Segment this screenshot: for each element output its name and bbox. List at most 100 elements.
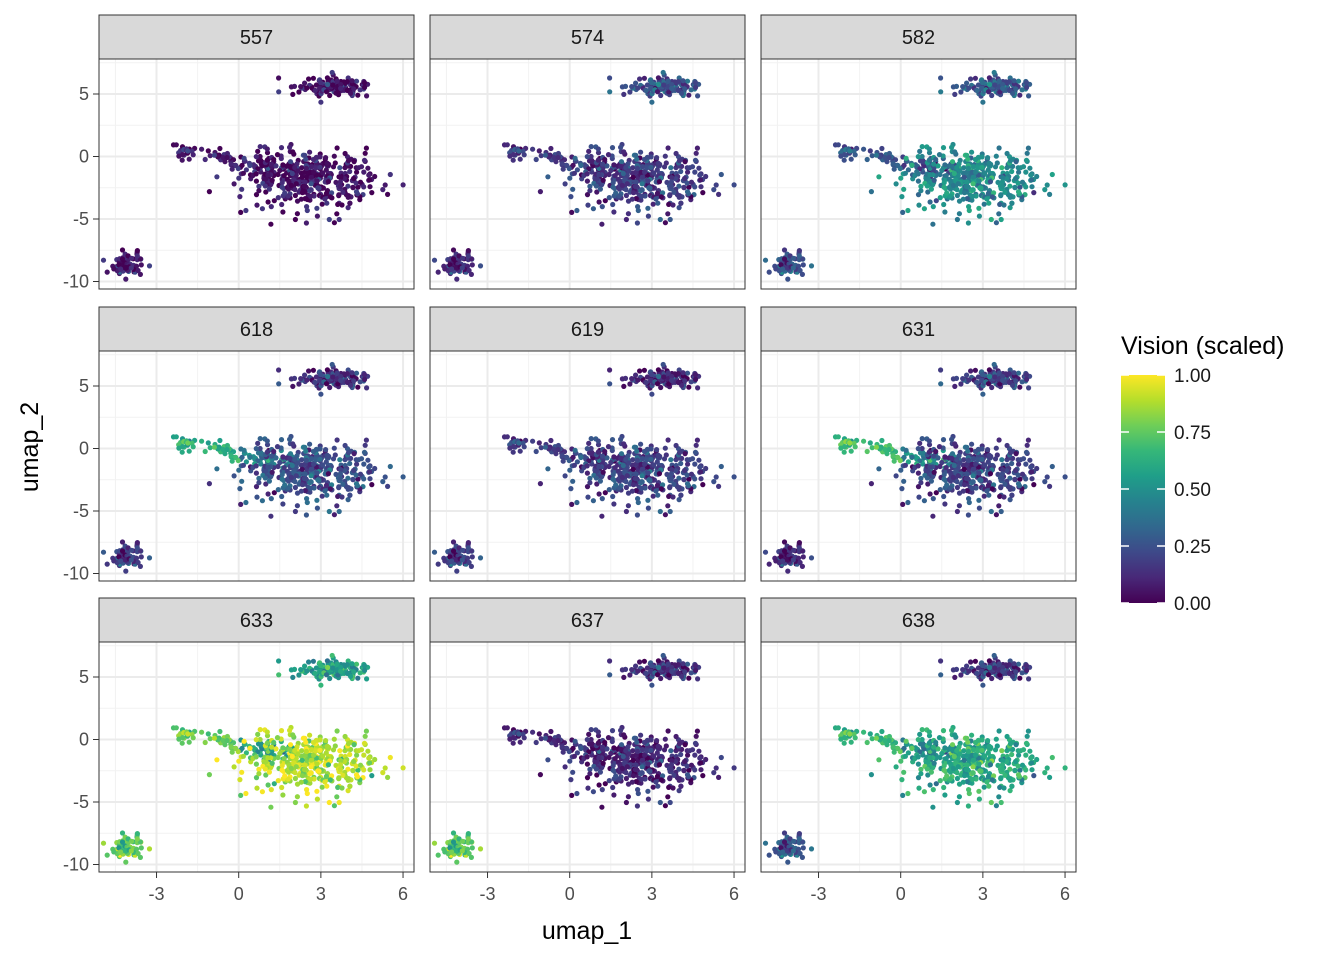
scatter-point xyxy=(556,447,561,452)
scatter-point xyxy=(639,486,644,491)
scatter-point xyxy=(621,384,626,389)
scatter-point xyxy=(629,376,634,381)
scatter-point xyxy=(214,174,219,179)
scatter-point xyxy=(638,150,643,155)
scatter-point xyxy=(318,80,323,85)
scatter-point xyxy=(686,93,691,98)
scatter-point xyxy=(966,512,971,517)
scatter-point xyxy=(695,438,700,443)
scatter-point xyxy=(1026,93,1031,98)
scatter-point xyxy=(938,381,943,386)
scatter-point xyxy=(690,456,695,461)
scatter-point xyxy=(1014,159,1019,164)
scatter-point xyxy=(865,157,870,162)
scatter-point xyxy=(347,201,352,206)
scatter-point xyxy=(271,157,276,162)
scatter-point xyxy=(976,206,981,211)
scatter-point xyxy=(952,149,957,154)
scatter-point xyxy=(330,653,335,658)
scatter-point xyxy=(362,450,367,455)
scatter-point xyxy=(325,161,330,166)
scatter-point xyxy=(266,782,271,787)
scatter-point xyxy=(118,849,123,854)
scatter-point xyxy=(941,202,946,207)
scatter-point xyxy=(120,830,125,835)
scatter-point xyxy=(657,471,662,476)
scatter-point xyxy=(868,440,873,445)
scatter-point xyxy=(635,496,640,501)
scatter-point xyxy=(332,446,337,451)
scatter-point xyxy=(338,669,343,674)
facet-strip-label: 557 xyxy=(240,27,273,49)
scatter-point xyxy=(666,437,671,442)
scatter-point xyxy=(573,448,578,453)
scatter-point xyxy=(282,482,287,487)
scatter-point xyxy=(325,665,330,670)
scatter-point xyxy=(797,545,802,550)
scatter-point xyxy=(596,464,601,469)
scatter-point xyxy=(187,157,192,162)
scatter-point xyxy=(351,759,356,764)
scatter-point xyxy=(656,75,661,80)
scatter-point xyxy=(620,183,625,188)
scatter-point xyxy=(670,202,675,207)
scatter-point xyxy=(282,773,287,778)
scatter-point xyxy=(505,142,510,147)
scatter-point xyxy=(316,478,321,483)
scatter-point xyxy=(625,453,630,458)
scatter-point xyxy=(254,495,259,500)
scatter-point xyxy=(613,190,618,195)
scatter-point xyxy=(388,172,393,177)
scatter-point xyxy=(364,729,369,734)
facet-panel-574: 574 xyxy=(430,15,745,289)
scatter-point xyxy=(307,150,312,155)
scatter-point xyxy=(987,453,992,458)
scatter-point xyxy=(958,381,963,386)
scatter-point xyxy=(294,453,299,458)
scatter-point xyxy=(460,548,465,553)
scatter-point xyxy=(797,253,802,258)
scatter-point xyxy=(335,145,340,150)
scatter-point xyxy=(320,494,325,499)
scatter-point xyxy=(449,558,454,563)
scatter-point xyxy=(314,498,319,503)
scatter-point xyxy=(639,187,644,192)
scatter-point xyxy=(611,209,616,214)
scatter-point xyxy=(847,440,852,445)
scatter-point xyxy=(199,147,204,152)
scatter-point xyxy=(354,79,359,84)
scatter-point xyxy=(951,84,956,89)
scatter-point xyxy=(601,178,606,183)
scatter-point xyxy=(530,439,535,444)
scatter-point xyxy=(323,738,328,743)
scatter-point xyxy=(719,464,724,469)
scatter-point xyxy=(629,84,634,89)
scatter-point xyxy=(442,558,447,563)
scatter-point xyxy=(646,178,651,183)
scatter-point xyxy=(367,767,372,772)
scatter-point xyxy=(320,753,325,758)
scatter-point xyxy=(212,153,217,158)
scatter-point xyxy=(534,449,539,454)
facet-strip-label: 633 xyxy=(240,610,273,632)
scatter-point xyxy=(994,512,999,517)
scatter-point xyxy=(700,190,705,195)
scatter-point xyxy=(657,179,662,184)
scatter-point xyxy=(1024,80,1029,85)
scatter-point xyxy=(330,374,335,379)
scatter-point xyxy=(306,76,311,81)
scatter-point xyxy=(304,787,309,792)
scatter-point xyxy=(315,506,320,511)
scatter-point xyxy=(346,158,351,163)
scatter-point xyxy=(101,841,106,846)
scatter-point xyxy=(955,193,960,198)
scatter-point xyxy=(678,493,683,498)
scatter-point xyxy=(678,201,683,206)
scatter-point xyxy=(454,569,459,574)
scatter-point xyxy=(1045,474,1050,479)
scatter-point xyxy=(237,194,242,199)
scatter-point xyxy=(302,445,307,450)
scatter-point xyxy=(511,444,516,449)
